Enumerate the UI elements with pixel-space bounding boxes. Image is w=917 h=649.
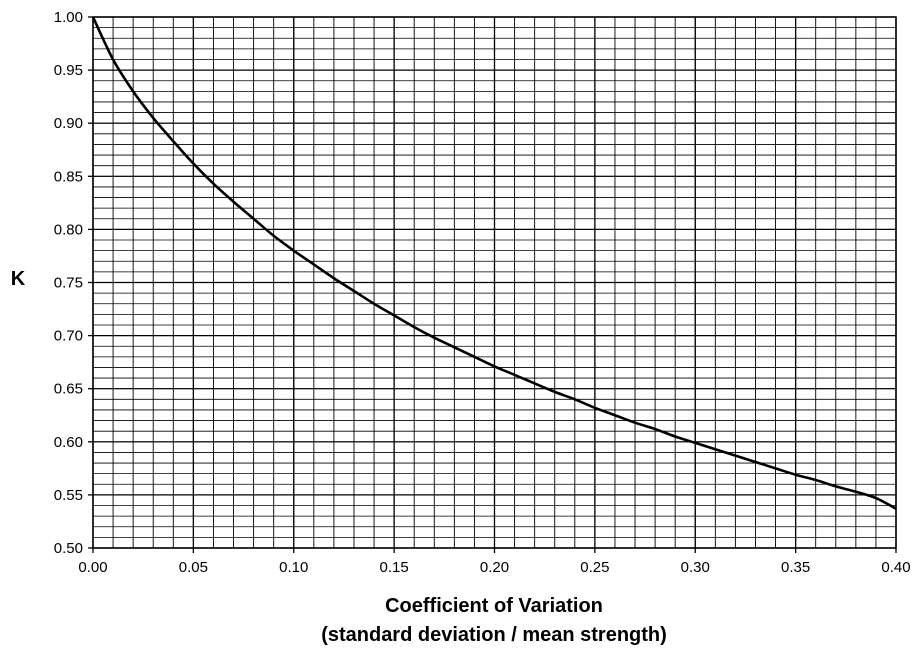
x-tick-label: 0.05 bbox=[179, 559, 208, 576]
y-tick-label: 0.75 bbox=[54, 275, 83, 292]
x-tick-label: 0.25 bbox=[580, 559, 609, 576]
x-tick-label: 0.30 bbox=[681, 559, 710, 576]
x-tick-label: 0.35 bbox=[781, 559, 810, 576]
y-tick-label: 0.90 bbox=[54, 115, 83, 132]
x-tick-label: 0.20 bbox=[480, 559, 509, 576]
x-tick-label: 0.15 bbox=[380, 559, 409, 576]
x-tick-label: 0.40 bbox=[881, 559, 910, 576]
y-tick-label: 0.65 bbox=[54, 381, 83, 398]
x-axis-title: Coefficient of Variation bbox=[385, 595, 603, 617]
y-tick-label: 0.85 bbox=[54, 168, 83, 185]
x-tick-label: 0.10 bbox=[279, 559, 308, 576]
y-tick-label: 0.80 bbox=[54, 221, 83, 238]
x-axis-subtitle: (standard deviation / mean strength) bbox=[321, 624, 667, 646]
x-tick-label: 0.00 bbox=[78, 559, 107, 576]
y-tick-label: 0.95 bbox=[54, 62, 83, 79]
y-tick-label: 0.70 bbox=[54, 328, 83, 345]
y-tick-label: 1.00 bbox=[54, 9, 83, 26]
series-line-k bbox=[91, 16, 897, 510]
y-tick-label: 0.50 bbox=[54, 540, 83, 557]
x-tick-labels: 0.00 0.05 0.10 0.15 0.20 0.25 0.30 0.35 0.40 bbox=[78, 548, 911, 576]
y-tick-label: 0.55 bbox=[54, 487, 83, 504]
y-tick-label: 0.60 bbox=[54, 434, 83, 451]
y-axis-title: K bbox=[11, 268, 26, 290]
series-layer bbox=[91, 16, 897, 510]
y-tick-labels: 0.50 0.55 0.60 0.65 0.70 0.75 0.80 0.85 0.90 0.95… bbox=[54, 9, 93, 557]
